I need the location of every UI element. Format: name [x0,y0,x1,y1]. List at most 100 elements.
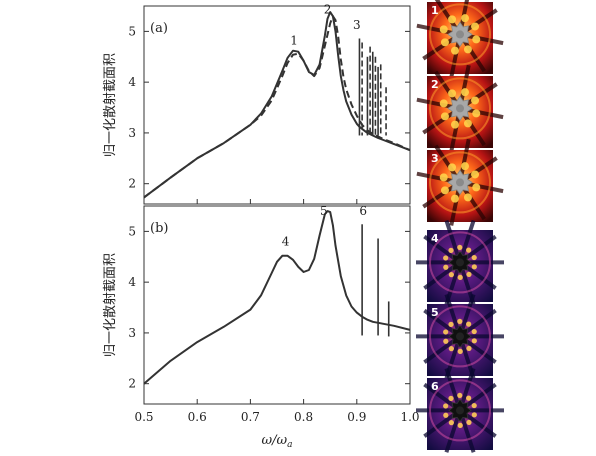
field-hotspot [457,392,463,399]
field-map-label: 2 [431,78,439,91]
field-hotspot [450,46,459,55]
field-ring [429,3,491,66]
x-tick-label: 0.5 [134,410,153,424]
field-hotspot [448,321,454,327]
y-tick-label: 2 [128,177,136,191]
field-hotspot [466,321,472,327]
peak-label: 3 [353,18,361,32]
field-hotspot [440,186,449,195]
x-tick-label: 0.8 [294,410,313,424]
resonance-lines-a [358,38,387,136]
field-hotspot [448,15,457,24]
field-hotspot [466,345,472,352]
x-tick-label: 0.7 [241,410,260,424]
field-hotspot [461,14,470,23]
x-axis-label-sub: a [287,440,292,450]
field-map-2: 2 [416,64,504,152]
field-map-6: 6 [416,367,504,453]
panel-label-a: (a) [150,21,168,36]
field-hotspot [457,318,463,325]
field-hotspot [448,420,454,426]
field-maps: 1 2 3 4 5 6 [416,0,504,453]
field-hotspot [448,163,457,172]
field-map-3: 3 [416,138,504,226]
y-tick-label: 4 [128,75,136,89]
field-hotspot [466,247,472,253]
y-axis-label-b: 归一化散射截面积 [102,253,118,357]
field-hotspot [471,96,480,105]
peak-label: 2 [324,3,332,17]
field-map-label: 4 [431,232,439,245]
peak-label: 6 [359,204,367,218]
y-ticks-a: 2 3 4 5 [128,24,410,204]
x-ticks-b: 0.5 0.6 0.7 0.8 0.9 1.0 [134,399,420,424]
peak-label: 1 [290,34,298,48]
field-hotspot [448,272,454,278]
series-line-dashed [143,15,411,199]
field-ring [429,77,491,140]
field-hotspot [472,183,481,192]
field-hotspot [471,264,477,270]
field-hotspot [450,194,459,203]
y-tick-label: 3 [128,126,136,140]
x-tick-label: 1.0 [400,410,419,424]
field-hotspot [443,412,449,418]
series-line-solid [143,210,411,385]
field-hotspot [448,395,454,401]
field-hotspot [471,170,480,179]
field-hotspot [463,45,472,54]
field-hotspot [448,346,454,352]
panel-label-b: (b) [150,221,168,236]
field-hotspot [466,419,472,426]
field-hotspot [443,255,449,261]
field-hotspot [450,120,459,129]
field-map-label: 6 [431,380,439,393]
field-hotspot [463,119,472,128]
x-axis-label-main: ω/ω [262,433,288,448]
scatterer-core [456,178,464,187]
field-hotspot [461,162,470,171]
field-hotspot [440,112,449,121]
field-hotspot [448,247,454,253]
y-tick-label: 5 [128,224,136,238]
peak-label: 4 [282,235,290,249]
field-hotspot [439,173,448,182]
field-hotspot [471,338,477,344]
field-hotspot [466,395,472,401]
field-hotspot [457,244,463,251]
plot-frame-b [143,205,411,405]
field-hotspot [448,89,457,98]
curves-b [143,210,411,385]
field-map-label: 1 [431,4,439,17]
field-hotspot [443,329,449,335]
field-hotspot [443,338,449,344]
field-map-label: 3 [431,152,439,165]
y-tick-label: 3 [128,326,136,340]
resonance-lines-b [361,224,390,337]
field-hotspot [471,412,477,418]
field-hotspot [471,328,477,335]
field-hotspot [443,403,449,409]
field-hotspot [471,254,477,261]
scatterer-core [456,406,464,415]
scatterer-core [456,258,464,267]
field-hotspot [471,402,477,409]
x-tick-label: 0.9 [347,410,366,424]
panel-b: 2 3 4 5 0.5 0.6 0.7 0.8 0.9 1.0 4 5 6 (b) [128,204,419,424]
field-hotspot [443,264,449,270]
field-map-4: 4 [416,219,504,305]
x-tick-label: 0.6 [188,410,207,424]
field-ring [429,379,491,442]
scatterer-core [456,332,464,341]
field-ring [429,231,491,294]
field-ring [429,151,491,214]
field-hotspot [463,193,472,202]
field-hotspot [461,88,470,97]
peak-label: 5 [320,204,328,218]
field-hotspot [439,99,448,108]
scatterer-core [456,104,464,113]
y-tick-label: 5 [128,24,136,38]
field-hotspot [440,38,449,47]
field-hotspot [472,35,481,44]
